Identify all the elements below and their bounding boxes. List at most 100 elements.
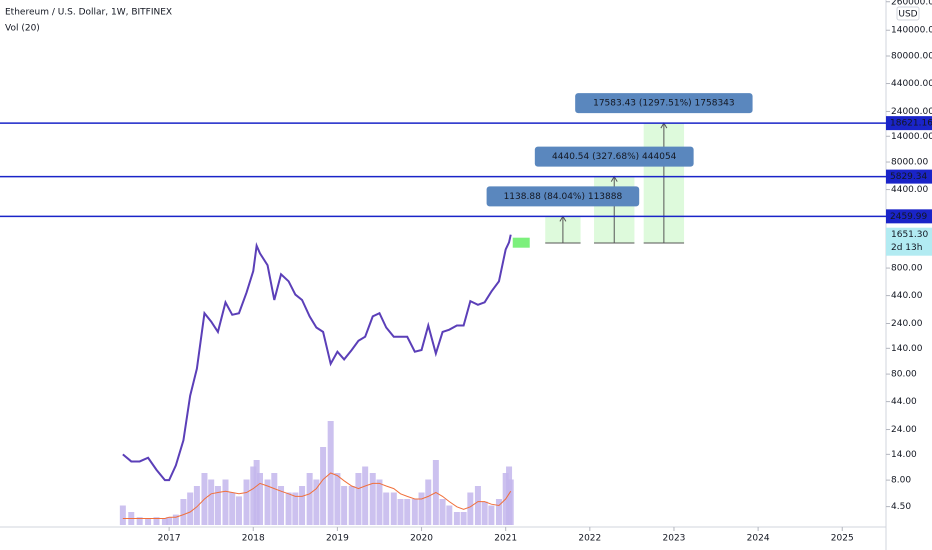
volume-bar bbox=[495, 499, 502, 525]
volume-bar bbox=[404, 499, 411, 525]
volume-bar bbox=[253, 460, 260, 525]
volume-bar bbox=[453, 512, 460, 525]
volume-bar bbox=[278, 486, 285, 525]
volume-bar bbox=[271, 473, 278, 525]
volume-bar bbox=[306, 473, 313, 525]
projection-label-box bbox=[575, 93, 753, 114]
x-tick-label: 2019 bbox=[326, 534, 349, 544]
volume-bar bbox=[467, 492, 474, 525]
volume-bar bbox=[145, 518, 152, 525]
x-tick-label: 2022 bbox=[578, 534, 601, 544]
projection-label-box bbox=[534, 146, 694, 167]
x-tick-label: 2020 bbox=[410, 534, 433, 544]
y-tick-label: 260000.00 bbox=[891, 0, 932, 7]
volume-bar bbox=[136, 517, 143, 525]
y-tick-label: 14000.00 bbox=[891, 132, 932, 142]
volume-bar bbox=[341, 486, 348, 525]
volume-bar bbox=[285, 492, 292, 525]
last-price-label: 1651.30 bbox=[891, 230, 928, 240]
volume-bar bbox=[235, 496, 242, 525]
level-label: 2459.99 bbox=[890, 212, 927, 222]
y-tick-label: 440.00 bbox=[891, 291, 923, 301]
volume-bar bbox=[411, 499, 418, 525]
series-line bbox=[122, 234, 512, 482]
y-tick-label: 24.00 bbox=[891, 425, 917, 435]
level-label-box bbox=[886, 169, 932, 184]
chart-title: Ethereum / U.S. Dollar, 1W, BITFINEX bbox=[5, 8, 172, 18]
volume-bar bbox=[299, 486, 306, 525]
volume-bar bbox=[264, 479, 271, 525]
projection-label: 4440.54 (327.68%) 444054 bbox=[552, 152, 677, 162]
x-tick-label: 2018 bbox=[242, 534, 265, 544]
volume-bar bbox=[446, 505, 453, 525]
volume-bar bbox=[187, 492, 194, 525]
x-tick-label: 2023 bbox=[663, 534, 686, 544]
level-label-box bbox=[886, 116, 932, 131]
volume-bar bbox=[161, 518, 168, 525]
volume-bar bbox=[172, 514, 179, 525]
y-tick-label: 80.00 bbox=[891, 370, 917, 380]
countdown: 2d 13h bbox=[891, 243, 922, 253]
level-label-box bbox=[886, 209, 932, 224]
volume-bar bbox=[153, 517, 160, 525]
y-tick-label: 140.00 bbox=[891, 344, 923, 354]
y-tick-label: 240.00 bbox=[891, 319, 923, 329]
volume-bar bbox=[507, 479, 514, 525]
projection-label: 1138.88 (84.04%) 113888 bbox=[504, 192, 623, 202]
volume-bar bbox=[214, 486, 221, 525]
projection-label: 17583.43 (1297.51%) 1758343 bbox=[593, 99, 735, 109]
volume-bar bbox=[425, 479, 432, 525]
volume-bar bbox=[439, 499, 446, 525]
y-tick-label: 44.00 bbox=[891, 397, 917, 407]
volume-bar bbox=[397, 499, 404, 525]
volume-bar bbox=[376, 479, 383, 525]
y-tick-label: 8.00 bbox=[891, 476, 911, 486]
volume-bar bbox=[488, 505, 495, 525]
volume-bar bbox=[313, 479, 320, 525]
projection-label-box bbox=[486, 186, 640, 207]
volume-bar bbox=[250, 466, 257, 525]
volume-bar bbox=[474, 486, 481, 525]
volume-bar bbox=[180, 499, 187, 525]
volume-bar bbox=[418, 492, 425, 525]
x-tick-label: 2017 bbox=[158, 534, 181, 544]
y-tick-label: 800.00 bbox=[891, 264, 923, 274]
volume-bar bbox=[243, 479, 250, 525]
volume-bar bbox=[334, 473, 341, 525]
level-label: 18621.16 bbox=[890, 119, 932, 129]
series-line bbox=[122, 472, 512, 519]
volume-bar bbox=[222, 479, 229, 525]
x-tick-label: 2025 bbox=[831, 534, 854, 544]
volume-bar bbox=[320, 447, 327, 525]
y-tick-label: 4.50 bbox=[891, 502, 911, 512]
volume-bar bbox=[256, 473, 263, 525]
y-tick-label: 8000.00 bbox=[891, 158, 928, 168]
volume-bar bbox=[460, 512, 467, 525]
y-tick-label: 24000.00 bbox=[891, 107, 932, 117]
y-tick-label: 4400.00 bbox=[891, 185, 928, 195]
volume-bar bbox=[166, 517, 173, 525]
volume-bar bbox=[355, 473, 362, 525]
volume-bar bbox=[292, 492, 299, 525]
x-tick-label: 2024 bbox=[747, 534, 770, 544]
volume-bar bbox=[481, 501, 488, 525]
volume-bar bbox=[229, 492, 236, 525]
level-label: 5829.34 bbox=[890, 172, 927, 182]
volume-bar bbox=[390, 492, 397, 525]
volume-bar bbox=[208, 479, 215, 525]
volume-bar bbox=[369, 473, 376, 525]
volume-bar bbox=[193, 486, 200, 525]
currency-box[interactable] bbox=[896, 6, 920, 21]
last-price-box bbox=[886, 227, 932, 256]
y-tick-label: 14.00 bbox=[891, 450, 917, 460]
volume-bar bbox=[348, 486, 355, 525]
x-tick-label: 2021 bbox=[494, 534, 517, 544]
indicator-label: Vol (20) bbox=[5, 24, 40, 34]
volume-bar bbox=[362, 466, 369, 525]
currency[interactable]: USD bbox=[898, 10, 917, 20]
y-tick-label: 140000.00 bbox=[891, 26, 932, 36]
y-tick-label: 80000.00 bbox=[891, 52, 932, 62]
volume-bar bbox=[383, 492, 390, 525]
